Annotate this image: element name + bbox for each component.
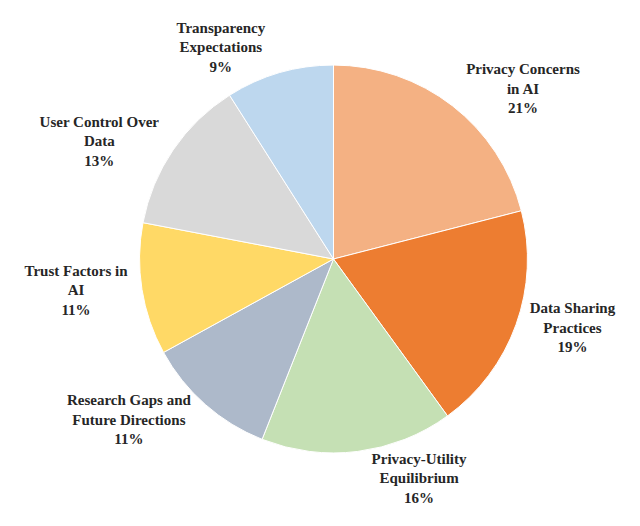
svg-text:User Control OverData13%: User Control OverData13% — [40, 114, 160, 169]
svg-text:Data SharingPractices19%: Data SharingPractices19% — [530, 300, 616, 355]
svg-text:Trust Factors inAI11%: Trust Factors inAI11% — [24, 263, 128, 318]
svg-text:Privacy-UtilityEquilibrium16%: Privacy-UtilityEquilibrium16% — [372, 451, 467, 506]
svg-text:Research Gaps andFuture Direct: Research Gaps andFuture Directions11% — [67, 392, 192, 447]
svg-text:TransparencyExpectations9%: TransparencyExpectations9% — [177, 20, 266, 75]
svg-text:Privacy Concernsin AI21%: Privacy Concernsin AI21% — [466, 61, 580, 116]
